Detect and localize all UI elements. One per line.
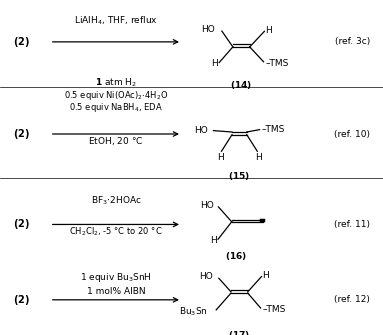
Text: Bu$_3$Sn: Bu$_3$Sn [179, 305, 208, 318]
Text: 1 mol% AIBN: 1 mol% AIBN [87, 287, 145, 296]
Text: HO: HO [201, 25, 215, 34]
Text: 0.5 equiv NaBH$_4$, EDA: 0.5 equiv NaBH$_4$, EDA [69, 101, 163, 114]
Text: H: H [265, 26, 272, 35]
Text: $\mathbf{(2)}$: $\mathbf{(2)}$ [13, 293, 29, 307]
Text: LiAlH$_4$, THF, reflux: LiAlH$_4$, THF, reflux [74, 14, 158, 27]
Text: $\mathbf{(2)}$: $\mathbf{(2)}$ [13, 35, 29, 49]
Text: H: H [210, 236, 217, 245]
Text: 0.5 equiv Ni(OAc)$_2$$\cdot$4H$_2$O: 0.5 equiv Ni(OAc)$_2$$\cdot$4H$_2$O [64, 89, 168, 102]
Text: 1 equiv Bu$_3$SnH: 1 equiv Bu$_3$SnH [80, 271, 152, 284]
Text: (ref. 11): (ref. 11) [334, 220, 370, 229]
Text: $\mathbf{(17)}$: $\mathbf{(17)}$ [228, 329, 250, 335]
Text: BF$_3$$\cdot$2HOAc: BF$_3$$\cdot$2HOAc [90, 195, 141, 207]
Text: –TMS: –TMS [262, 125, 285, 134]
Text: EtOH, 20 $\degree$C: EtOH, 20 $\degree$C [88, 135, 144, 147]
Text: $\mathbf{(16)}$: $\mathbf{(16)}$ [224, 250, 247, 262]
Text: $\mathbf{(2)}$: $\mathbf{(2)}$ [13, 127, 29, 141]
Text: HO: HO [200, 201, 214, 210]
Text: H: H [263, 271, 269, 280]
Text: H: H [217, 153, 224, 162]
Text: H: H [255, 153, 262, 162]
Text: –TMS: –TMS [263, 305, 286, 314]
Text: HO: HO [194, 126, 208, 135]
Text: HO: HO [199, 272, 213, 281]
Text: $\mathbf{(2)}$: $\mathbf{(2)}$ [13, 217, 29, 231]
Text: $\mathbf{1}$ atm H$_2$: $\mathbf{1}$ atm H$_2$ [95, 76, 137, 89]
Text: CH$_2$Cl$_2$, -5 $\degree$C to 20 $\degree$C: CH$_2$Cl$_2$, -5 $\degree$C to 20 $\degr… [69, 225, 163, 238]
Text: $\mathbf{(14)}$: $\mathbf{(14)}$ [230, 79, 252, 91]
Text: (ref. 10): (ref. 10) [334, 130, 370, 138]
Text: H: H [211, 59, 218, 68]
Text: $\mathbf{(15)}$: $\mathbf{(15)}$ [228, 170, 250, 182]
Text: (ref. 12): (ref. 12) [334, 295, 370, 304]
Text: –TMS: –TMS [265, 59, 289, 68]
Text: (ref. 3c): (ref. 3c) [335, 38, 370, 46]
